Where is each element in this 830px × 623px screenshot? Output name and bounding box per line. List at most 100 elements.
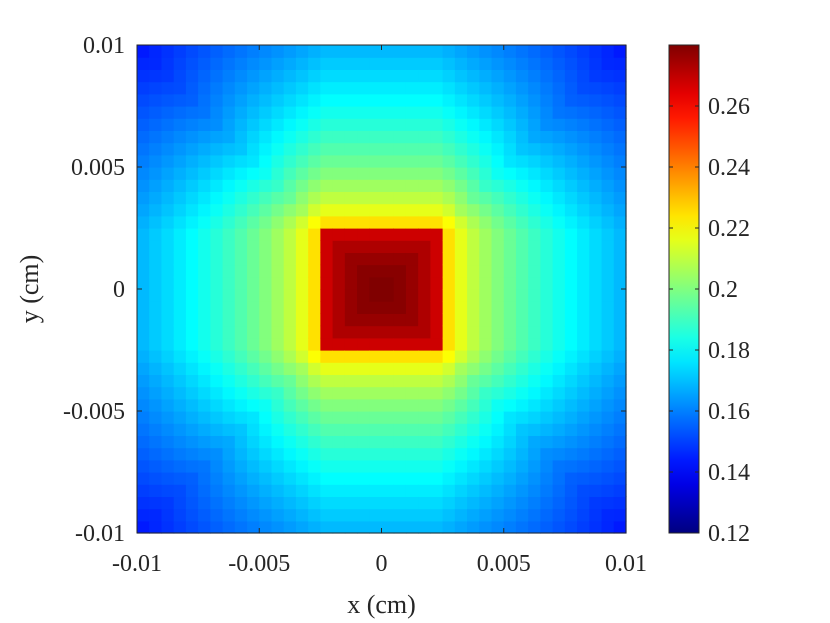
heatmap-cell <box>320 106 334 119</box>
heatmap-cell <box>210 118 224 131</box>
heatmap-cell <box>247 252 260 266</box>
heatmap-cell <box>259 325 273 339</box>
heatmap-cell <box>308 508 321 522</box>
heatmap-cell <box>515 337 529 351</box>
heatmap-cell <box>491 106 505 119</box>
heatmap-cell <box>552 386 566 400</box>
heatmap-cell <box>198 508 211 522</box>
heatmap-cell <box>552 264 566 278</box>
heatmap-cell <box>405 167 419 180</box>
heatmap-cell <box>357 337 370 351</box>
heatmap-cell <box>149 240 163 253</box>
heatmap-cell <box>247 459 260 473</box>
heatmap-cell <box>247 215 260 229</box>
heatmap-cell <box>515 240 529 253</box>
heatmap-cell <box>185 508 199 522</box>
heatmap-cell <box>528 508 542 522</box>
heatmap-cell <box>405 411 419 424</box>
heatmap-cell <box>589 93 603 107</box>
heatmap-cell <box>161 374 175 388</box>
heatmap-cell <box>442 240 456 253</box>
heatmap-cell <box>552 240 566 253</box>
heatmap-cell <box>564 81 578 95</box>
heatmap-cell <box>405 191 419 205</box>
heatmap-cell <box>393 240 407 253</box>
heatmap-cell <box>564 240 578 253</box>
heatmap-cell <box>283 191 297 205</box>
heatmap-cell <box>515 252 529 266</box>
heatmap-cell <box>577 276 590 290</box>
heatmap-cell <box>137 167 150 180</box>
heatmap-cell <box>405 289 419 302</box>
heatmap-cell <box>467 215 480 229</box>
heatmap-cell <box>283 435 297 449</box>
heatmap-cell <box>161 264 175 278</box>
heatmap-cell <box>369 447 383 461</box>
heatmap-cell <box>271 240 285 253</box>
heatmap-cell <box>344 81 358 95</box>
heatmap-cell <box>161 337 175 351</box>
heatmap-cell <box>503 215 517 229</box>
heatmap-cell <box>528 289 542 302</box>
heatmap-cell <box>210 435 224 449</box>
heatmap-cell <box>528 45 542 58</box>
heatmap-cell <box>564 57 578 70</box>
heatmap-cell <box>540 435 554 449</box>
heatmap-cell <box>320 93 334 107</box>
heatmap-cell <box>137 386 150 400</box>
heatmap-cell <box>344 435 358 449</box>
heatmap-cell <box>308 57 321 70</box>
heatmap-cell <box>210 423 224 436</box>
heatmap-cell <box>491 228 505 241</box>
heatmap-cell <box>271 191 285 205</box>
heatmap-cell <box>442 484 456 497</box>
heatmap-cell <box>405 496 419 510</box>
heatmap-cell <box>540 106 554 119</box>
heatmap-cell <box>467 435 480 449</box>
heatmap-cell <box>369 386 383 400</box>
heatmap-cell <box>454 142 468 156</box>
heatmap-cell <box>430 191 444 205</box>
heatmap-cell <box>344 154 358 168</box>
heatmap-cell <box>234 508 248 522</box>
heatmap-cell <box>369 337 383 351</box>
heatmap-cell <box>357 301 370 314</box>
heatmap-cell <box>161 472 175 485</box>
heatmap-cell <box>589 472 603 485</box>
heatmap-cell <box>577 447 590 461</box>
heatmap-cell <box>491 130 505 144</box>
heatmap-cell <box>161 57 175 70</box>
heatmap-cell <box>357 203 370 217</box>
heatmap-cell <box>369 93 383 107</box>
heatmap-cell <box>503 398 517 412</box>
heatmap-cell <box>467 93 480 107</box>
heatmap-cell <box>210 167 224 180</box>
heatmap-cell <box>185 252 199 266</box>
heatmap-cell <box>271 496 285 510</box>
heatmap-cell <box>503 472 517 485</box>
heatmap-cell <box>540 520 554 534</box>
heatmap-cell <box>601 118 615 131</box>
heatmap-cell <box>222 228 236 241</box>
heatmap-cell <box>405 313 419 327</box>
heatmap-cell <box>405 472 419 485</box>
heatmap-cell <box>467 142 480 156</box>
heatmap-cell <box>393 106 407 119</box>
heatmap-cell <box>222 313 236 327</box>
heatmap-cell <box>357 191 370 205</box>
heatmap-cell <box>613 325 627 339</box>
heatmap-cell <box>442 215 456 229</box>
heatmap-cell <box>467 301 480 314</box>
heatmap-cell <box>369 81 383 95</box>
heatmap-cell <box>552 435 566 449</box>
heatmap-cell <box>198 289 211 302</box>
heatmap-cell <box>418 167 431 180</box>
heatmap-cell <box>454 81 468 95</box>
heatmap-cell <box>320 337 334 351</box>
heatmap-cell <box>357 350 370 363</box>
heatmap-cell <box>442 142 456 156</box>
heatmap-cell <box>381 472 395 485</box>
heatmap-cell <box>430 215 444 229</box>
heatmap-cell <box>344 411 358 424</box>
heatmap-cell <box>344 301 358 314</box>
